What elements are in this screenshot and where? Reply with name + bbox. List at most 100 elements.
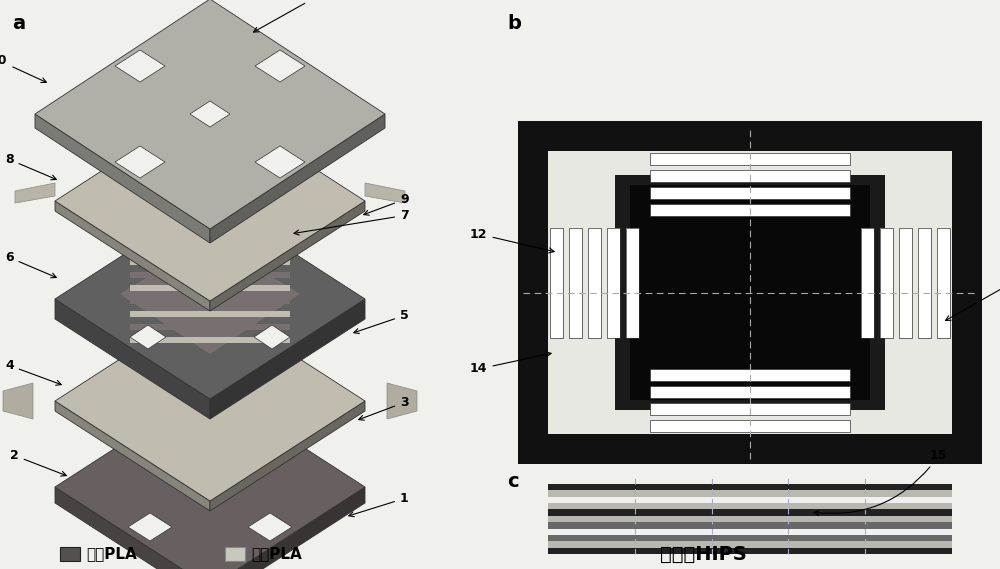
Polygon shape [130,311,290,317]
Bar [225,547,245,561]
Bar [626,228,639,337]
Bar [588,228,601,337]
Bar [548,535,952,541]
Bar [899,228,912,337]
Polygon shape [248,433,292,461]
Polygon shape [254,247,290,271]
Polygon shape [255,146,305,178]
Polygon shape [210,114,385,243]
Text: 11: 11 [254,0,328,32]
Bar [550,228,563,337]
Bar [918,228,931,337]
Text: 普通PLA: 普通PLA [251,546,302,562]
Bar [548,541,952,547]
Bar [650,187,850,199]
Text: 导电PLA: 导电PLA [86,546,137,562]
Polygon shape [120,239,300,354]
Polygon shape [35,114,210,243]
Polygon shape [55,401,210,511]
Bar [588,228,601,337]
Bar [937,228,950,337]
Text: 6: 6 [5,251,56,278]
Polygon shape [192,204,228,212]
Polygon shape [3,383,33,419]
Text: 14: 14 [470,352,551,376]
Text: 8: 8 [5,153,56,180]
Bar [548,509,952,516]
Bar [548,547,952,554]
Polygon shape [55,299,210,419]
Polygon shape [130,272,290,278]
Bar [650,369,850,381]
Text: 3: 3 [359,396,409,420]
Bar [630,185,870,400]
Polygon shape [55,199,365,399]
Text: 9: 9 [364,193,409,215]
Polygon shape [55,487,210,569]
Polygon shape [130,337,290,343]
Bar [880,228,893,337]
Polygon shape [210,401,365,511]
Text: 2: 2 [10,449,66,476]
Bar [569,228,582,337]
Bar [548,529,952,535]
Polygon shape [210,299,365,419]
Bar [615,175,885,410]
Bar [607,228,620,337]
Text: 15: 15 [814,449,948,516]
Bar [518,121,982,464]
Bar [650,403,850,415]
Text: 10: 10 [0,54,46,83]
Text: 可溶性HIPS: 可溶性HIPS [660,545,747,563]
Polygon shape [202,194,218,224]
Polygon shape [35,0,385,229]
Text: a: a [12,14,25,33]
Bar [548,484,952,490]
Polygon shape [128,513,172,541]
Polygon shape [130,298,290,304]
Bar [550,228,563,337]
Polygon shape [130,285,290,291]
Polygon shape [130,246,290,252]
Bar [918,228,931,337]
Polygon shape [130,325,166,349]
Bar [630,185,870,400]
Text: b: b [507,14,521,33]
Polygon shape [115,146,165,178]
Bar [607,228,620,337]
Polygon shape [55,101,365,301]
Text: 7: 7 [294,209,409,235]
Bar [548,522,952,529]
Bar [650,420,850,432]
Polygon shape [55,201,210,311]
Polygon shape [210,201,365,311]
Text: 1: 1 [349,492,409,517]
Bar [548,490,952,497]
Polygon shape [255,50,305,82]
Text: 5: 5 [354,309,409,333]
Bar [548,516,952,522]
Bar [60,547,80,561]
Text: 12: 12 [470,228,554,253]
Bar [861,228,874,337]
Bar [650,170,850,182]
Polygon shape [130,259,290,265]
Bar [548,503,952,509]
Bar [899,228,912,337]
Polygon shape [190,101,230,127]
Bar [650,386,850,398]
Polygon shape [130,324,290,330]
Polygon shape [55,387,365,569]
Polygon shape [365,183,405,203]
Polygon shape [210,487,365,569]
Bar [650,204,850,216]
Bar [626,228,639,337]
Bar [937,228,950,337]
Polygon shape [15,183,55,203]
Bar [569,228,582,337]
Bar [548,151,952,434]
Polygon shape [128,433,172,461]
Polygon shape [130,247,166,271]
Text: c: c [507,472,519,491]
Polygon shape [55,301,365,501]
